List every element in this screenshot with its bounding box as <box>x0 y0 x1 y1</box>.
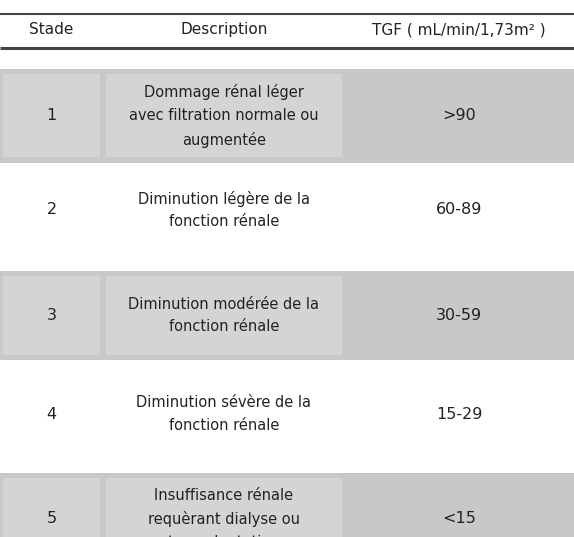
Bar <box>106 478 342 537</box>
Text: Stade: Stade <box>29 23 74 38</box>
Bar <box>0 69 574 163</box>
Bar <box>3 478 100 537</box>
Text: Diminution modérée de la
fonction rénale: Diminution modérée de la fonction rénale <box>129 296 319 335</box>
Text: 30-59: 30-59 <box>436 308 482 323</box>
Text: TGF ( mL/min/1,73m² ): TGF ( mL/min/1,73m² ) <box>373 23 546 38</box>
Text: Description: Description <box>180 23 267 38</box>
Text: 3: 3 <box>46 308 57 323</box>
Text: Diminution sévère de la
fonction rénale: Diminution sévère de la fonction rénale <box>137 395 311 433</box>
Text: 15-29: 15-29 <box>436 407 482 422</box>
Bar <box>3 277 100 355</box>
Bar <box>0 372 574 456</box>
Bar <box>0 172 574 248</box>
Text: >90: >90 <box>443 108 476 124</box>
Bar <box>3 74 100 157</box>
Text: 4: 4 <box>46 407 57 422</box>
Bar <box>106 277 342 355</box>
Bar <box>0 271 574 360</box>
Bar <box>106 74 342 157</box>
Text: Insuffisance rénale
requèrant dialyse ou
transplantation: Insuffisance rénale requèrant dialyse ou… <box>148 488 300 537</box>
Text: Diminution légère de la
fonction rénale: Diminution légère de la fonction rénale <box>138 191 310 229</box>
Text: 5: 5 <box>46 511 57 526</box>
Text: Dommage rénal léger
avec filtration normale ou
augmentée: Dommage rénal léger avec filtration norm… <box>129 84 319 148</box>
Text: 60-89: 60-89 <box>436 202 482 217</box>
Text: 1: 1 <box>46 108 57 124</box>
Bar <box>0 473 574 537</box>
Text: <15: <15 <box>442 511 476 526</box>
Text: 2: 2 <box>46 202 57 217</box>
